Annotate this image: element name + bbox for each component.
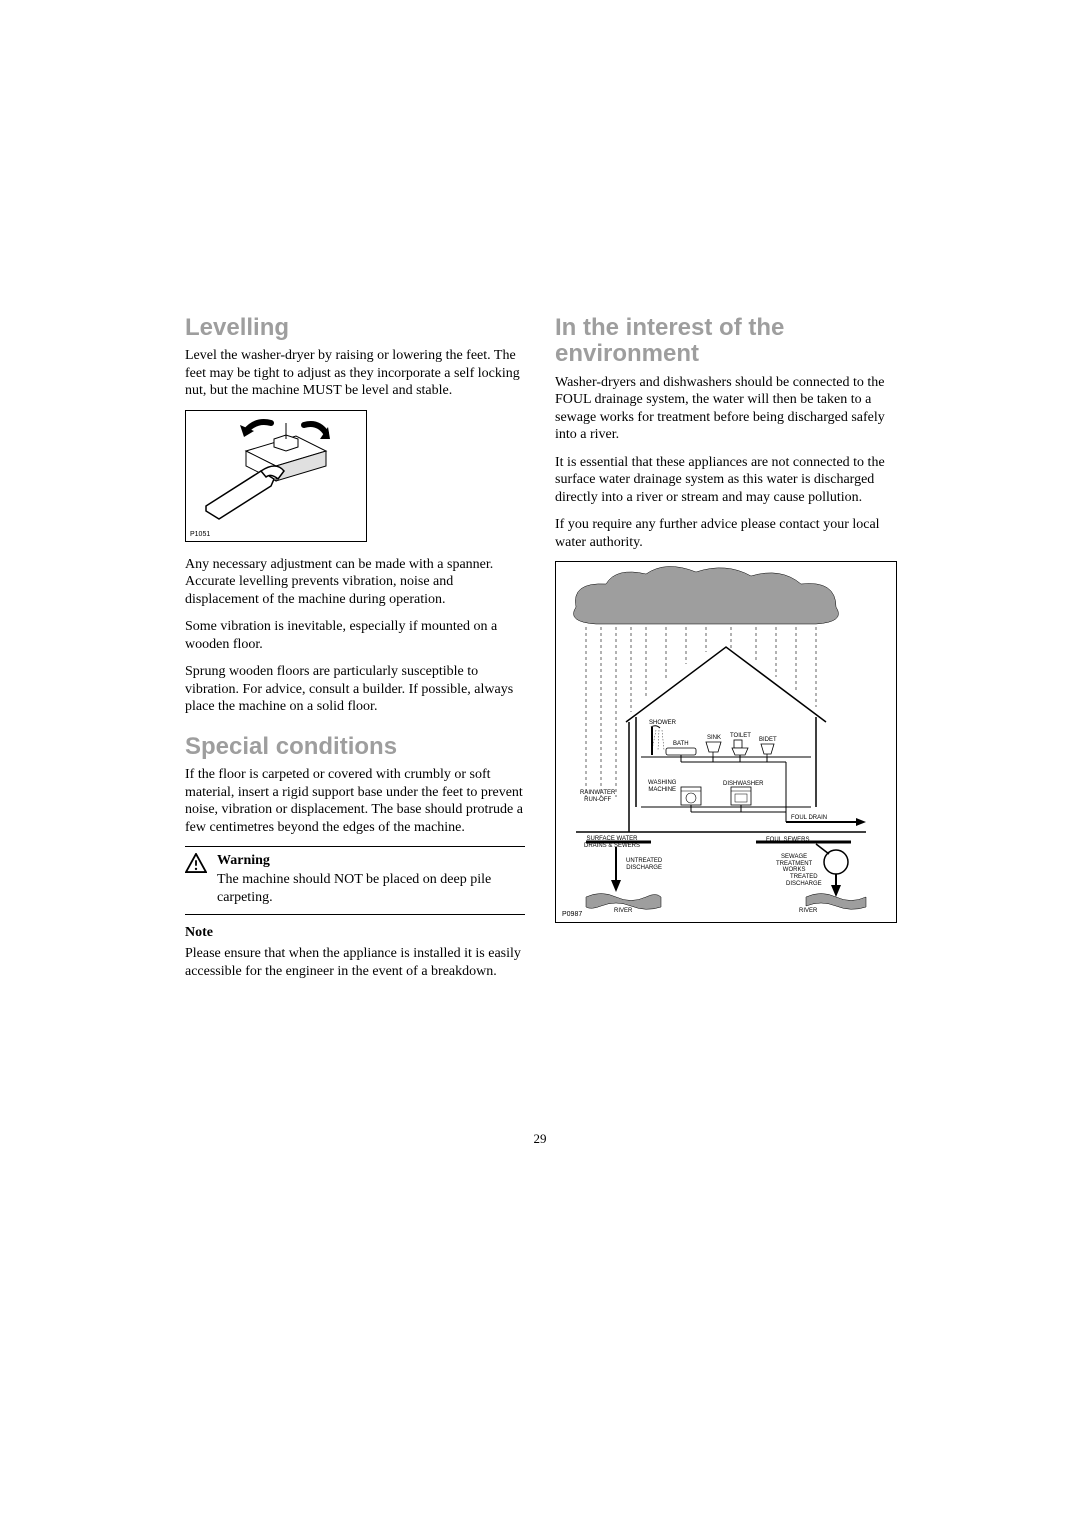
page-content: Levelling Level the washer-dryer by rais… bbox=[0, 0, 1080, 1050]
label-untreated: UNTREATED DISCHARGE bbox=[626, 858, 662, 871]
label-river-right: RIVER bbox=[799, 908, 817, 914]
env-p2: It is essential that these appliances ar… bbox=[555, 454, 895, 507]
label-toilet: TOILET bbox=[730, 733, 751, 739]
label-bath: BATH bbox=[673, 741, 689, 747]
label-treated: TREATED DISCHARGE bbox=[786, 874, 822, 887]
levelling-p2: Any necessary adjustment can be made wit… bbox=[185, 556, 525, 609]
warning-label: Warning bbox=[217, 853, 525, 869]
label-washing-machine: WASHING MACHINE bbox=[648, 780, 676, 793]
label-surface-water: SURFACE WATER DRAINS & SEWERS bbox=[584, 836, 640, 849]
note-body: Please ensure that when the appliance is… bbox=[185, 945, 525, 980]
label-river-left: RIVER bbox=[614, 908, 632, 914]
page-number: 29 bbox=[0, 1131, 1080, 1147]
levelling-figure: P1051 bbox=[185, 410, 367, 542]
label-shower: SHOWER bbox=[649, 720, 676, 726]
label-rainwater: RAINWATER RUN-OFF bbox=[580, 790, 615, 803]
left-column: Levelling Level the washer-dryer by rais… bbox=[185, 315, 525, 990]
warning-icon bbox=[185, 853, 207, 906]
warning-body: The machine should NOT be placed on deep… bbox=[217, 871, 525, 906]
label-foul-drain: FOUL DRAIN bbox=[791, 815, 827, 821]
env-heading: In the interest of the environment bbox=[555, 315, 895, 368]
levelling-p3: Some vibration is inevitable, especially… bbox=[185, 618, 525, 653]
levelling-heading: Levelling bbox=[185, 315, 525, 341]
special-heading: Special conditions bbox=[185, 734, 525, 760]
right-column: In the interest of the environment Washe… bbox=[555, 315, 895, 990]
env-p1: Washer-dryers and dishwashers should be … bbox=[555, 374, 895, 444]
label-bidet: BIDET bbox=[759, 737, 777, 743]
label-dishwasher: DISHWASHER bbox=[723, 781, 763, 787]
label-sewage-works: SEWAGE TREATMENT WORKS bbox=[776, 854, 812, 873]
special-p1: If the floor is carpeted or covered with… bbox=[185, 766, 525, 836]
label-foul-sewers: FOUL SEWERS bbox=[766, 837, 809, 843]
warning-block: Warning The machine should NOT be placed… bbox=[185, 846, 525, 915]
levelling-figure-id: P1051 bbox=[190, 531, 210, 538]
note-label: Note bbox=[185, 925, 525, 941]
env-figure-id: P0987 bbox=[562, 911, 582, 918]
label-sink: SINK bbox=[707, 735, 721, 741]
env-p3: If you require any further advice please… bbox=[555, 516, 895, 551]
env-figure: SHOWER BATH SINK TOILET BIDET WASHING MA… bbox=[555, 561, 897, 923]
levelling-p1: Level the washer-dryer by raising or low… bbox=[185, 347, 525, 400]
warning-text: Warning The machine should NOT be placed… bbox=[217, 853, 525, 906]
levelling-p4: Sprung wooden floors are particularly su… bbox=[185, 663, 525, 716]
